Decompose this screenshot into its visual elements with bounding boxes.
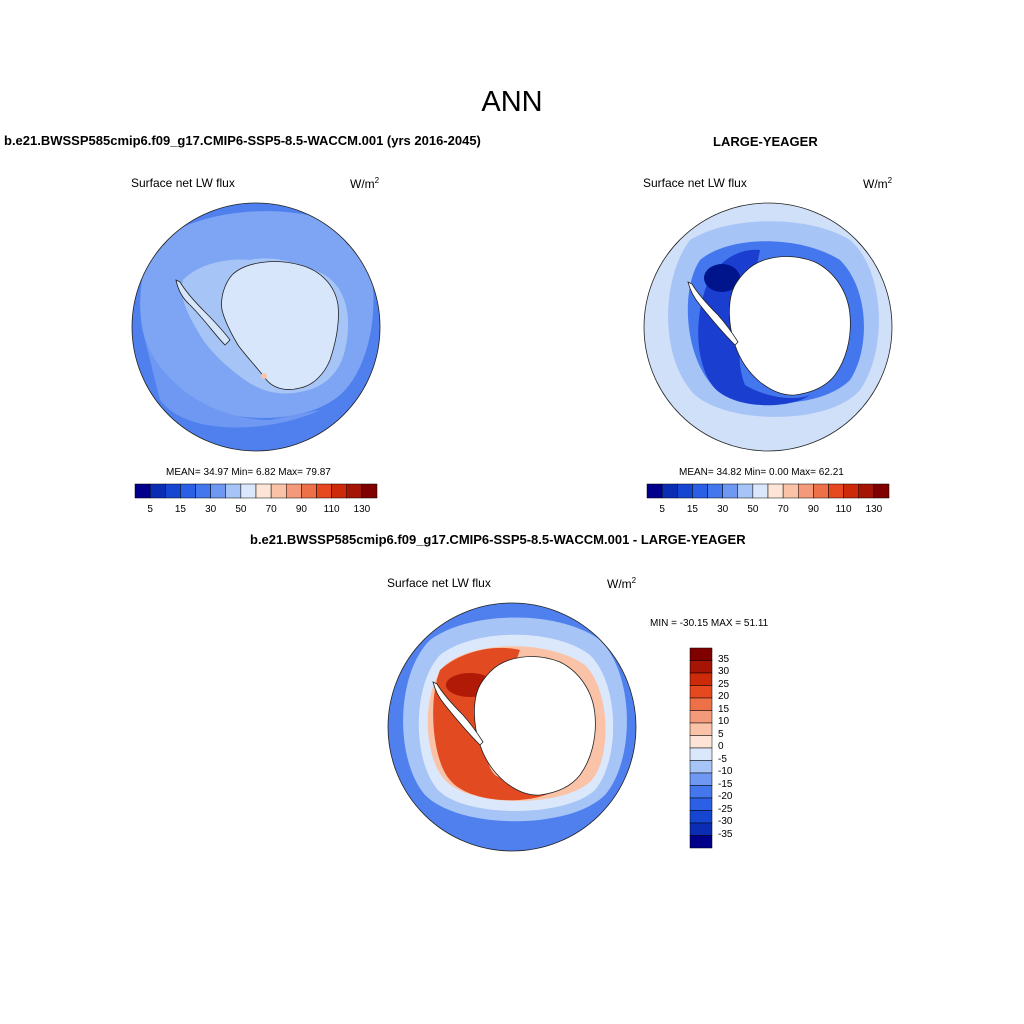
panel3-colorbar-tick-label: 20 — [718, 691, 730, 702]
panel3-colorbar-tick-label: 5 — [718, 728, 724, 740]
panel2-case-title: LARGE-YEAGER — [713, 134, 818, 149]
panel3-colorbar-tick-label: 30 — [718, 666, 730, 677]
panel2-colorbar-tick-label: 130 — [865, 504, 883, 515]
panel3-map-border — [387, 602, 637, 852]
panel3-colorbar-box — [689, 760, 713, 774]
panel3-colorbar-tick-label: 25 — [718, 678, 730, 690]
panel2-colorbar-tick-label: 90 — [807, 504, 819, 515]
panel1-variable-label: Surface net LW flux — [131, 176, 235, 190]
panel1-colorbar — [134, 483, 378, 499]
panel3-colorbar-box — [689, 722, 713, 736]
panel3-colorbar-box — [689, 797, 713, 811]
panel3-peninsula — [432, 681, 484, 746]
panel3-colorbar-tick-label: -10 — [718, 766, 733, 777]
panel3-colorbar-tick-label: 35 — [718, 653, 730, 665]
panel1-stats: MEAN= 34.97 Min= 6.82 Max= 79.87 — [166, 467, 331, 478]
panel3-variable-label: Surface net LW flux — [387, 576, 491, 590]
panel3-colorbar — [689, 647, 713, 849]
panel2-variable-label: Surface net LW flux — [643, 176, 747, 190]
panel3-antarctica — [473, 656, 596, 796]
panel3-colorbar-box — [689, 822, 713, 836]
panel3-colorbar-box — [689, 810, 713, 824]
panel2-navy-core — [704, 264, 740, 292]
panel1-peninsula — [175, 279, 231, 346]
panel3-colorbar-tick-label: 10 — [718, 716, 730, 727]
panel2-colorbar-tick-label: 5 — [659, 504, 665, 515]
panel1-colorbar-tick-label: 90 — [295, 504, 307, 515]
panel2-peninsula — [687, 281, 739, 346]
panel2-colorbar — [646, 483, 890, 499]
panel3-colorbar-tick-label: -5 — [718, 753, 727, 765]
panel1-colorbar-tick-label: 130 — [353, 504, 371, 515]
panel1-map-border — [131, 202, 381, 452]
panel3-case-title: b.e21.BWSSP585cmip6.f09_g17.CMIP6-SSP5-8… — [250, 532, 746, 547]
panel1-colorbar-tick-label: 50 — [235, 504, 247, 515]
panel3-colorbar-tick-label: -15 — [718, 778, 733, 790]
panel3-colorbar-tick-label: -30 — [718, 816, 733, 827]
panel2-colorbar-tick-label: 30 — [717, 504, 729, 515]
panel3-colorbar-tick-label: -25 — [718, 803, 733, 815]
panel2-colorbar-tick-label: 15 — [686, 504, 698, 515]
panel1-colorbar-tick-label: 110 — [323, 504, 340, 515]
panel3-colorbar-box — [689, 835, 713, 849]
panel2-colorbar-tick-label: 110 — [835, 504, 852, 515]
panel1-warm-spot — [261, 373, 267, 379]
panel2-stats: MEAN= 34.82 Min= 0.00 Max= 62.21 — [679, 467, 844, 478]
panel1-colorbar-tick-label: 15 — [174, 504, 186, 515]
panel1-colorbar-box — [361, 483, 378, 499]
panel1-antarctica — [221, 261, 339, 390]
panel3-colorbar-box — [689, 710, 713, 724]
panel3-units: W/m2 — [607, 576, 637, 591]
panel3-minmax: MIN = -30.15 MAX = 51.11 — [650, 618, 769, 629]
panel2-antarctica — [728, 256, 851, 396]
panel1-colorbar-tick-label: 5 — [147, 504, 153, 515]
panel3-colorbar-box — [689, 685, 713, 699]
panel3-colorbar-box — [689, 747, 713, 761]
panel2-colorbar-tick-label: 50 — [747, 504, 759, 515]
panel3-colorbar-box — [689, 697, 713, 711]
panel3-colorbar-tick-label: 0 — [718, 741, 724, 752]
panel3-colorbar-tick-label: -35 — [718, 828, 733, 840]
panel1-units: W/m2 — [350, 176, 380, 191]
panel2-units: W/m2 — [863, 176, 893, 191]
panel3-colorbar-box — [689, 735, 713, 749]
panel3-colorbar-box — [689, 772, 713, 786]
panel3-colorbar-tick-label: 15 — [718, 703, 730, 715]
panel3-colorbar-tick-label: -20 — [718, 791, 733, 802]
panel3-colorbar-box — [689, 647, 713, 661]
panel2-colorbar-tick-label: 70 — [777, 504, 789, 515]
panel2-colorbar-box — [873, 483, 890, 499]
panel1-band-mid — [140, 320, 320, 428]
panel1-case-title: b.e21.BWSSP585cmip6.f09_g17.CMIP6-SSP5-8… — [4, 133, 481, 148]
panel2-map-border — [643, 202, 893, 452]
panel1-colorbar-tick-label: 70 — [265, 504, 277, 515]
panel3-colorbar-box — [689, 672, 713, 686]
panel3-colorbar-box — [689, 660, 713, 674]
panel1-colorbar-tick-label: 30 — [205, 504, 217, 515]
panel3-colorbar-box — [689, 785, 713, 799]
main-title: ANN — [481, 86, 543, 118]
